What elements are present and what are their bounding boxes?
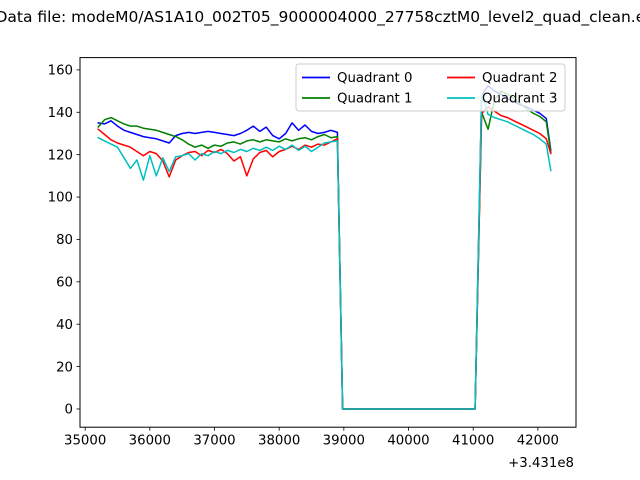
x-axis: 35000 36000 37000 38000 39000 40000 41000 42000	[64, 427, 559, 449]
y-tick-label: 80	[56, 233, 73, 248]
x-tick-label: 35000	[64, 434, 106, 449]
y-tick-label: 60	[56, 276, 73, 291]
x-tick-label: 39000	[323, 434, 365, 449]
x-axis-offset-label: +3.431e8	[508, 456, 574, 471]
chart-title: Data file: modeM0/AS1A10_002T05_90000040…	[0, 8, 640, 27]
y-axis: 0 20 40 60 80 100 120 140 160	[48, 64, 80, 418]
plot-area-frame	[79, 57, 577, 428]
x-tick-label: 37000	[193, 434, 235, 449]
y-tick-label: 120	[48, 148, 73, 163]
series-line-quadrant-2	[97, 106, 552, 410]
y-tick-label: 40	[56, 318, 73, 333]
y-tick-label: 100	[48, 191, 73, 206]
y-tick-label: 20	[56, 360, 73, 375]
series-line-quadrant-3	[97, 93, 552, 410]
y-tick-label: 160	[48, 64, 73, 79]
legend-label-quadrant-0: Quadrant 0	[337, 71, 412, 86]
legend: Quadrant 0 Quadrant 1 Quadrant 2 Quadrant 3	[295, 63, 566, 112]
x-tick-label: 40000	[387, 434, 429, 449]
legend-frame	[295, 63, 566, 112]
series-lines	[97, 85, 552, 410]
legend-label-quadrant-1: Quadrant 1	[337, 92, 412, 107]
legend-label-quadrant-2: Quadrant 2	[482, 71, 557, 86]
x-tick-label: 36000	[129, 434, 171, 449]
y-tick-label: 140	[48, 106, 73, 121]
x-tick-label: 42000	[517, 434, 559, 449]
y-tick-label: 0	[65, 403, 73, 418]
x-tick-label: 41000	[452, 434, 494, 449]
legend-label-quadrant-3: Quadrant 3	[482, 92, 557, 107]
series-line-quadrant-1	[97, 90, 552, 410]
x-tick-label: 38000	[258, 434, 300, 449]
